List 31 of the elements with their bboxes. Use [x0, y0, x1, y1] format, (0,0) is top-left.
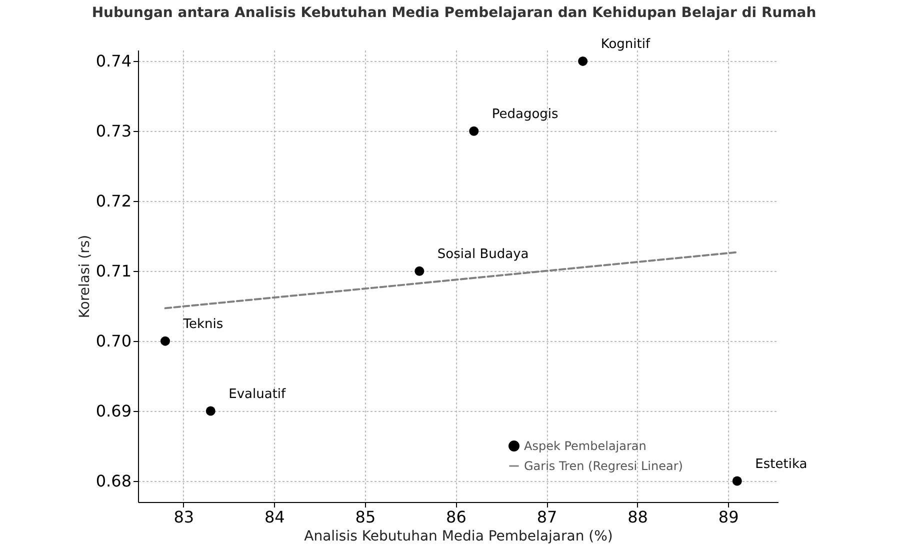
y-tick-label: 0.68: [96, 472, 132, 491]
point: [206, 406, 216, 416]
chart-title: Hubungan antara Analisis Kebutuhan Media Pembelajaran dan Kehidupan Belajar di Rumah: [92, 5, 816, 22]
legend-label: Garis Tren (Regresi Linear): [524, 459, 683, 473]
x-tick-label: 84: [264, 508, 285, 526]
y-tick-label: 0.72: [96, 192, 132, 211]
x-tick-label: 88: [628, 508, 648, 526]
y-tick-label: 0.69: [96, 402, 132, 421]
x-tick-label: 85: [355, 508, 376, 526]
point: [469, 126, 479, 136]
legend-label: Aspek Pembelajaran: [524, 439, 646, 453]
y-tick-label: 0.74: [96, 52, 132, 71]
point: [414, 266, 424, 276]
annotation: Estetika: [755, 457, 808, 472]
point: [732, 476, 742, 486]
annotation: Kognitif: [600, 37, 650, 52]
x-tick-label: 83: [174, 508, 194, 526]
y-tick-label: 0.73: [96, 122, 132, 141]
point: [160, 336, 170, 346]
annotation: Evaluatif: [228, 387, 286, 402]
x-tick-label: 89: [718, 508, 739, 526]
x-axis-title: Analisis Kebutuhan Media Pembelajaran (%): [304, 528, 613, 544]
annotation: Sosial Budaya: [437, 247, 529, 262]
annotation: Pedagogis: [492, 107, 559, 122]
y-axis-title: Korelasi (rs): [76, 234, 93, 318]
annotation: Teknis: [182, 317, 224, 332]
point: [578, 56, 588, 66]
y-tick-label: 0.71: [96, 262, 132, 281]
y-tick-label: 0.70: [96, 332, 132, 351]
x-tick-label: 86: [446, 508, 466, 526]
x-tick-label: 87: [536, 508, 558, 526]
